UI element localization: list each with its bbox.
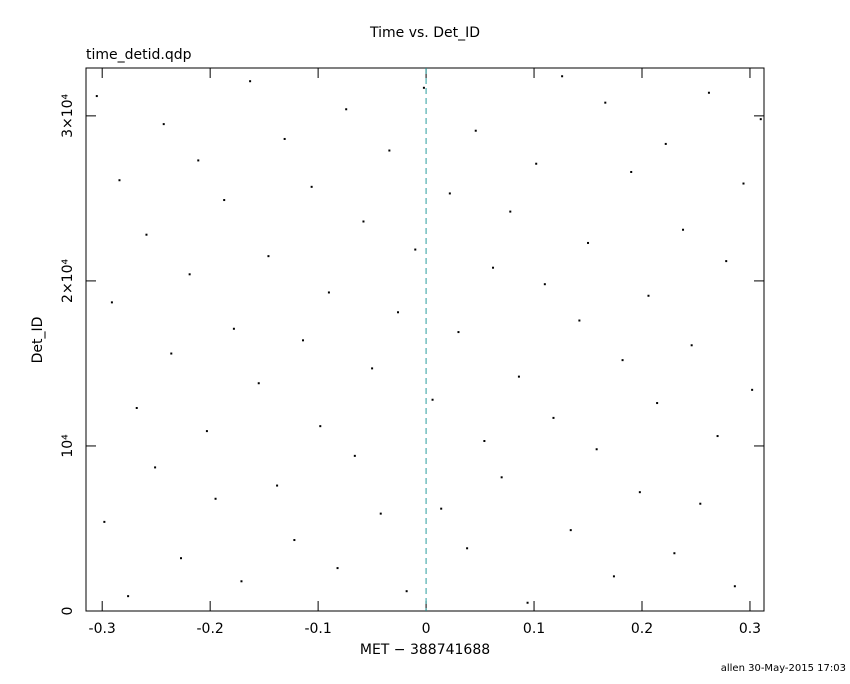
x-tick-label: 0.1 — [523, 621, 545, 637]
data-point — [561, 75, 564, 78]
data-point — [457, 331, 460, 334]
data-point — [492, 266, 495, 269]
data-point — [302, 339, 305, 342]
data-point — [682, 228, 685, 231]
x-tick-label: -0.2 — [196, 621, 223, 637]
x-tick-label: -0.3 — [89, 621, 116, 637]
data-point — [127, 595, 130, 598]
data-point — [353, 454, 356, 457]
data-point — [336, 567, 339, 570]
data-point — [197, 159, 200, 162]
y-axis-label: Det_ID — [30, 317, 46, 364]
x-axis-label: MET − 388741688 — [360, 642, 490, 658]
data-point — [276, 484, 279, 487]
data-point — [371, 367, 374, 370]
data-point — [214, 497, 217, 500]
data-point — [448, 192, 451, 195]
data-point — [509, 210, 512, 213]
data-point — [707, 91, 710, 94]
data-point — [103, 520, 106, 523]
data-point — [552, 416, 555, 419]
data-point — [283, 137, 286, 140]
data-point — [440, 507, 443, 510]
data-point — [388, 149, 391, 152]
footer: allen 30-May-2015 17:03 — [721, 663, 846, 674]
x-tick-label: -0.1 — [304, 621, 331, 637]
data-point — [630, 170, 633, 173]
data-point — [118, 179, 121, 182]
data-point — [483, 440, 486, 443]
data-point — [474, 129, 477, 132]
data-point — [95, 95, 98, 98]
data-point — [257, 382, 260, 385]
data-point — [638, 491, 641, 494]
data-point — [162, 123, 165, 126]
data-point — [379, 512, 382, 515]
data-point — [319, 425, 322, 428]
data-point — [414, 248, 417, 251]
data-point — [240, 580, 243, 583]
data-point — [725, 260, 728, 263]
data-point — [535, 162, 538, 165]
chart-title: Time vs. Det_ID — [369, 25, 480, 41]
data-point — [656, 402, 659, 405]
data-point — [759, 118, 762, 121]
data-point — [742, 182, 745, 185]
data-point — [145, 233, 148, 236]
data-point — [569, 529, 572, 532]
data-point — [612, 575, 615, 578]
data-point — [188, 273, 191, 276]
data-point — [466, 547, 469, 550]
data-point — [154, 466, 157, 469]
data-point — [293, 539, 296, 542]
data-point — [327, 291, 330, 294]
data-point — [604, 101, 607, 104]
chart-subtitle: time_detid.qdp — [86, 47, 192, 63]
y-tick-label: 2×10⁴ — [60, 258, 76, 302]
data-point — [595, 448, 598, 451]
x-tick-label: 0 — [422, 621, 431, 637]
data-point — [587, 241, 590, 244]
y-tick-label: 3×10⁴ — [60, 93, 76, 137]
data-point — [716, 435, 719, 438]
data-point — [180, 557, 183, 560]
data-point — [647, 294, 650, 297]
y-tick-label: 0 — [60, 607, 76, 616]
data-point — [205, 430, 208, 433]
x-tick-label: 0.2 — [631, 621, 653, 637]
data-point — [170, 352, 173, 355]
data-point — [751, 388, 754, 391]
data-point — [223, 199, 226, 202]
data-point — [621, 359, 624, 362]
data-point — [733, 585, 736, 588]
data-point — [110, 301, 113, 304]
data-point — [517, 375, 520, 378]
data-point — [699, 502, 702, 505]
data-point — [397, 311, 400, 314]
data-point — [664, 142, 667, 145]
data-point — [673, 552, 676, 555]
data-point — [310, 185, 313, 188]
data-point — [362, 220, 365, 223]
x-tick-label: 0.3 — [739, 621, 761, 637]
data-point — [526, 601, 529, 604]
data-point — [500, 476, 503, 479]
data-point — [405, 590, 408, 593]
data-point — [422, 86, 425, 89]
data-point — [431, 398, 434, 401]
data-point — [690, 344, 693, 347]
data-point — [543, 283, 546, 286]
data-point — [345, 108, 348, 111]
plot-frame — [85, 67, 765, 612]
data-point — [232, 327, 235, 330]
data-point — [135, 406, 138, 409]
y-tick-label: 10⁴ — [60, 434, 76, 458]
data-point — [578, 319, 581, 322]
data-point — [267, 255, 270, 258]
data-point — [249, 80, 252, 83]
